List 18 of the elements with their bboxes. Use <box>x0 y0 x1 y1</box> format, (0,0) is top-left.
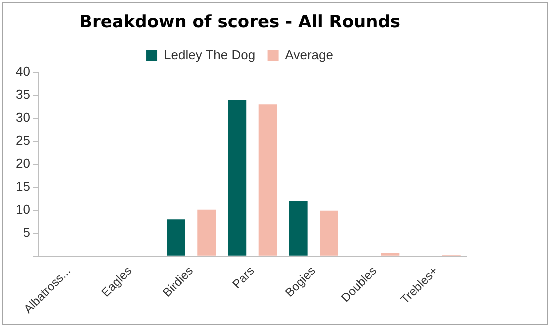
y-tick-label: 35 <box>16 86 30 102</box>
chart-title: Breakdown of scores - All Rounds <box>79 12 401 33</box>
bar <box>320 210 338 256</box>
legend-label: Ledley The Dog <box>164 47 256 62</box>
bar <box>167 220 186 256</box>
y-tick-label: 30 <box>16 110 30 125</box>
y-tick-label: 10 <box>16 202 30 217</box>
bar <box>228 100 247 256</box>
y-tick-label: 15 <box>16 178 30 194</box>
y-tick-label: 25 <box>16 132 30 148</box>
y-tick-label: 40 <box>16 64 30 79</box>
y-tick-label: 5 <box>23 224 30 240</box>
bar <box>198 210 216 256</box>
y-tick-label: 20 <box>16 156 30 171</box>
legend-label: Average <box>285 47 334 62</box>
bar <box>258 104 278 256</box>
bar <box>381 253 400 256</box>
bar <box>289 201 308 256</box>
